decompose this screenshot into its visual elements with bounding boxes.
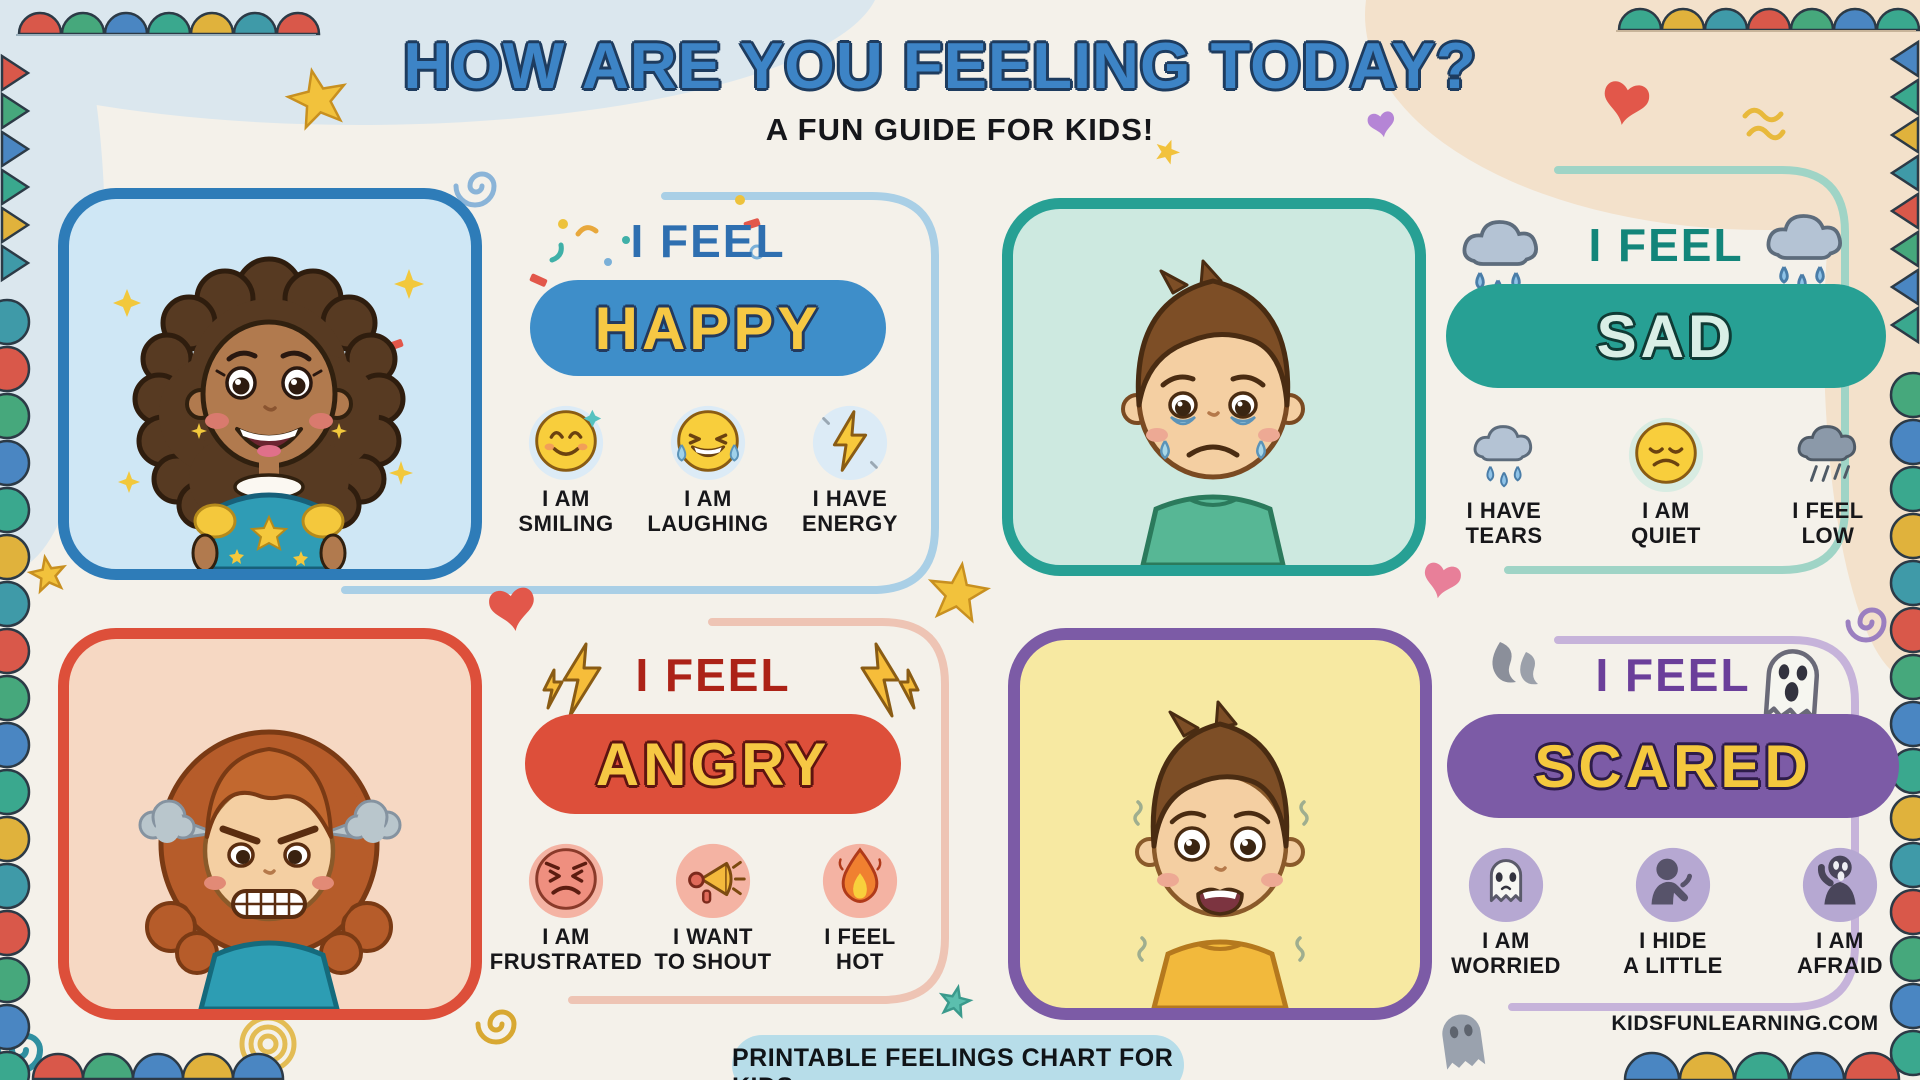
scared-character-panel (1008, 628, 1432, 1020)
emotion-word-angry: ANGRY (595, 730, 831, 798)
sad-boy-illustration (1121, 259, 1305, 565)
steam-icon (138, 799, 402, 843)
footer-badge: PRINTABLE FEELINGS CHART FOR KIDS (732, 1035, 1184, 1080)
list-item: I WANT TO SHOUT (645, 838, 781, 974)
happy-girl-illustration (113, 256, 424, 569)
smoke-icon (1492, 642, 1538, 685)
emotion-word-happy: HAPPY (594, 294, 822, 362)
tremble-lines (1133, 800, 1309, 962)
dark-rain-cloud-icon (1797, 425, 1857, 482)
emotion-word-sad: SAD (1596, 302, 1736, 370)
sad-items: I HAVE TEARS I AM QUIET I FEEL LOW (1436, 412, 1896, 548)
emotion-word-scared: SCARED (1534, 732, 1812, 800)
ghost-icon (1442, 1014, 1486, 1070)
ghost-icon (1763, 649, 1819, 722)
list-item: I AM AFRAID (1772, 842, 1908, 978)
happy-items: I AM SMILING I AM LAUGHING (498, 400, 918, 536)
sad-section: I FEEL SAD I HAVE TEARS I AM QU (1436, 218, 1896, 548)
poster-title: HOW ARE YOU FEELING TODAY? (403, 29, 1477, 102)
happy-section: I FEEL HAPPY I AM SMILING (498, 214, 918, 536)
rain-cloud-icon (1473, 425, 1533, 488)
list-item: I HAVE TEARS (1436, 412, 1572, 548)
angry-face-icon (528, 843, 604, 919)
feel-label-sad: I FEEL (1588, 219, 1744, 271)
website-url: KIDSFUNLEARNING.COM (1611, 1012, 1879, 1035)
list-item: I AM FRUSTRATED (490, 838, 642, 974)
scared-boy-illustration (1133, 700, 1309, 1008)
angry-character-panel (58, 628, 482, 1020)
confetti (529, 195, 765, 287)
megaphone-icon (675, 843, 751, 919)
shadow-figure-icon (1802, 847, 1878, 923)
sad-face-icon (1628, 417, 1704, 493)
feel-label-angry: I FEEL (635, 649, 791, 701)
emotion-badge-angry: ANGRY (525, 714, 901, 814)
poster-subtitle: A FUN GUIDE FOR KIDS! (765, 112, 1155, 147)
angry-section: I FEEL ANGRY I AM FRUSTRATED (490, 648, 928, 974)
lightning-bolt-icon (812, 405, 888, 481)
laughing-face-icon (670, 405, 746, 481)
list-item: I HIDE A LITTLE (1605, 842, 1741, 978)
emotion-badge-happy: HAPPY (530, 280, 886, 376)
feel-label-scared: I FEEL (1595, 649, 1751, 701)
list-item: I FEEL HOT (792, 838, 928, 974)
sad-character-panel (1002, 198, 1426, 576)
ghost-icon (1468, 847, 1544, 923)
fire-icon (822, 843, 898, 919)
scared-items: I AM WORRIED I HIDE A LITTLE (1438, 842, 1908, 978)
smiling-face-icon (528, 405, 604, 481)
emotion-badge-sad: SAD (1446, 284, 1886, 388)
list-item: I AM LAUGHING (640, 400, 776, 536)
happy-character-panel (58, 188, 482, 580)
feel-label-happy: I FEEL (630, 215, 786, 267)
list-item: I AM WORRIED (1438, 842, 1574, 978)
angry-girl-illustration (138, 729, 402, 1009)
scared-section: I FEEL SCARED I AM WORRIED (1438, 648, 1908, 978)
emotion-badge-scared: SCARED (1447, 714, 1899, 818)
list-item: I HAVE ENERGY (782, 400, 918, 536)
list-item: I AM SMILING (498, 400, 634, 536)
hiding-child-icon (1635, 847, 1711, 923)
list-item: I FEEL LOW (1760, 412, 1896, 548)
list-item: I AM QUIET (1598, 412, 1734, 548)
lightning-bolts-icon (542, 642, 920, 718)
angry-items: I AM FRUSTRATED I WANT TO SHOUT (490, 838, 928, 974)
